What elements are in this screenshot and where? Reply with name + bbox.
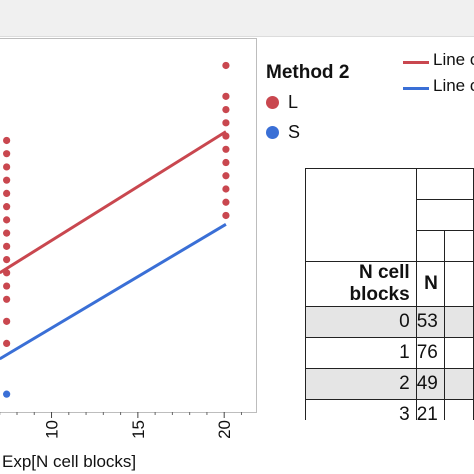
cell-n: 49 <box>415 368 445 400</box>
table-row: 3 21 <box>305 399 474 420</box>
point-l-17 <box>222 105 230 114</box>
x-tick-label-20: 20 <box>215 420 234 439</box>
point-l-14 <box>3 339 11 348</box>
cell-blocks: 1 <box>305 337 417 369</box>
cell-extra <box>443 306 474 338</box>
table-corner <box>305 168 417 262</box>
scatter-plot <box>0 61 230 398</box>
col-header-n: N <box>415 261 445 307</box>
point-l-6 <box>3 216 11 224</box>
point-s-0 <box>3 390 11 398</box>
table-header-mid <box>415 199 474 231</box>
fit-line-0 <box>0 130 227 275</box>
point-l-8 <box>3 242 11 250</box>
legend-marker-s <box>266 126 279 139</box>
line-legend-swatch-red <box>403 61 429 64</box>
cell-n: 21 <box>415 399 445 420</box>
legend-label-l: L <box>288 92 299 112</box>
cell-n: 53 <box>415 306 445 338</box>
point-l-9 <box>3 255 11 264</box>
cell-extra <box>443 399 474 420</box>
fit-line-1 <box>0 223 227 361</box>
point-l-21 <box>222 158 230 167</box>
legend-title: Method 2 <box>266 62 350 83</box>
point-l-7 <box>3 229 11 237</box>
col-header-blocks: N cell blocks <box>305 261 417 307</box>
cell-blocks: 0 <box>305 306 417 338</box>
cell-n: 76 <box>415 337 445 369</box>
point-l-18 <box>222 119 230 127</box>
x-tick-label-15: 15 <box>129 420 148 439</box>
table-row: 0 53 <box>305 306 474 338</box>
top-toolbar <box>0 0 474 37</box>
table-header-sub <box>415 230 445 262</box>
x-axis: 10 15 20 Exp[N cell blocks] <box>0 412 242 471</box>
legend-label-s: S <box>288 122 301 142</box>
point-l-25 <box>222 211 230 220</box>
summary-table: N cell blocks N 0 53 1 76 2 49 3 21 <box>305 168 474 420</box>
table-row: 1 76 <box>305 337 474 369</box>
cell-extra <box>443 368 474 400</box>
cell-extra <box>443 337 474 369</box>
point-l-19 <box>222 132 230 140</box>
cell-blocks: 3 <box>305 399 417 420</box>
point-l-22 <box>222 172 230 180</box>
line-legend-label-red: Line o <box>433 50 474 69</box>
plot-frame <box>0 38 257 413</box>
line-legend-label-blue: Line o <box>433 76 474 95</box>
point-l-0 <box>3 136 11 145</box>
point-l-5 <box>3 203 11 211</box>
table-row: 2 49 <box>305 368 474 400</box>
point-l-2 <box>3 163 11 171</box>
x-tick-label-10: 10 <box>43 420 62 439</box>
legend-marker-l <box>266 96 279 109</box>
point-l-23 <box>222 185 230 193</box>
point-l-1 <box>3 150 11 158</box>
table-header-top <box>415 168 474 200</box>
col-header-extra <box>443 261 474 307</box>
x-axis-label: Exp[N cell blocks] <box>2 452 136 471</box>
cell-blocks: 2 <box>305 368 417 400</box>
point-l-3 <box>3 176 11 184</box>
point-l-16 <box>222 92 230 100</box>
point-l-12 <box>3 295 11 303</box>
point-l-15 <box>222 61 230 70</box>
point-l-13 <box>3 317 11 325</box>
point-l-4 <box>3 189 11 198</box>
table-header-sub2 <box>443 230 474 262</box>
line-legend-swatch-blue <box>403 87 429 90</box>
point-l-11 <box>3 282 11 290</box>
point-l-10 <box>3 269 11 277</box>
point-l-24 <box>222 198 230 206</box>
point-l-20 <box>222 145 230 153</box>
